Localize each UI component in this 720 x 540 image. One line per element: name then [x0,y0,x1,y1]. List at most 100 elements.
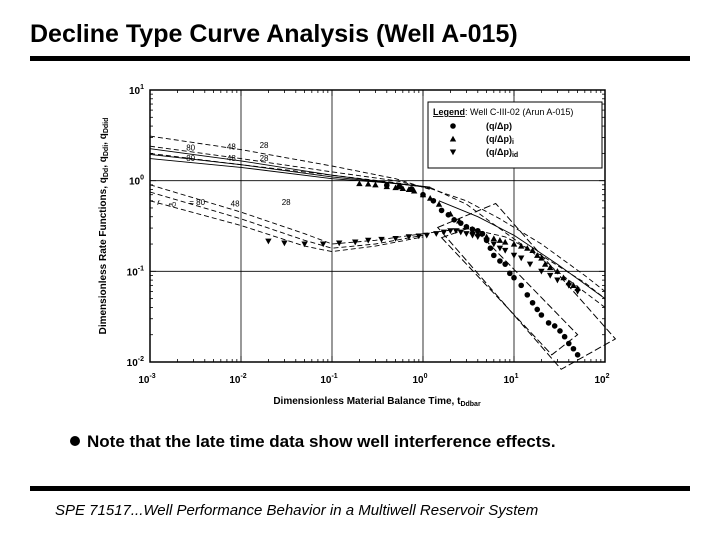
rate-curve-reD-48 [149,145,431,189]
data-point-triangle-down [265,238,272,245]
data-point-triangle-up [435,201,443,207]
data-point-circle [518,282,525,289]
data-point-circle [450,123,456,129]
data-point-triangle-down [301,241,308,248]
data-point-circle [487,245,494,251]
data-point-circle [551,323,558,329]
slide-title: Decline Type Curve Analysis (Well A-015) [30,20,518,48]
data-point-triangle-down [496,245,504,252]
data-point-triangle-down [336,240,343,247]
bullet-text: Note that the late time data show well i… [87,432,556,451]
data-point-triangle-up [501,238,509,245]
data-point-triangle-down [452,228,460,234]
data-point-triangle-up [447,210,454,217]
curve-label: 48 [227,154,236,163]
data-point-triangle-up [427,195,434,201]
x-tick-label: 101 [503,373,518,386]
y-tick-label: 100 [129,175,144,188]
footer-citation: SPE 71517...Well Performance Behavior in… [55,502,539,519]
data-point-circle [524,292,531,298]
legend-box: Legend: Well C-III-02 (Arun A-015) (q/Δp… [427,101,603,169]
x-tick-label: 10-1 [320,373,337,386]
data-point-triangle-down [415,233,423,240]
data-point-triangle-down [433,231,440,237]
data-point-triangle-down [574,288,581,295]
data-point-triangle-up [510,240,518,247]
data-point-triangle-down [463,231,470,237]
data-point-triangle-up [456,217,463,224]
x-tick-label: 10-2 [229,373,246,386]
data-point-triangle-down [423,232,430,239]
data-point-circle [570,345,577,352]
data-point-circle [502,261,508,267]
data-point-triangle-down [510,252,518,259]
data-point-triangle-down [392,235,399,242]
data-point-triangle-down [469,232,476,239]
x-tick-label: 10-3 [138,373,155,386]
data-point-triangle-up [372,181,379,188]
curve-label: 28 [260,141,269,150]
late-boundary-curve [438,200,606,299]
data-point-triangle-up [541,260,549,267]
bullet-note: Note that the late time data show well i… [70,432,556,452]
data-point-circle [545,320,552,326]
late-derivative-curve [422,227,606,299]
data-point-circle [557,328,563,334]
data-point-triangle-down [440,229,448,236]
data-point-triangle-down [538,268,545,275]
data-point-triangle-down [378,236,385,243]
data-point-triangle-up [529,247,536,253]
data-point-triangle-up [534,252,541,258]
data-point-triangle-up [392,184,399,191]
curve-label: r [157,198,160,207]
data-point-circle [491,252,497,259]
data-point-triangle-up [419,191,427,198]
data-point-triangle-up [554,268,561,274]
data-point-triangle-up [570,282,577,288]
data-point-triangle-down [281,240,288,247]
data-point-triangle-up [469,227,476,234]
y-tick-label: 10-2 [127,356,144,369]
data-point-triangle-down [526,261,534,268]
curve-label: eD [169,202,177,208]
data-point-triangle-down [490,241,498,248]
y-tick-label: 10-1 [127,265,144,278]
y-tick-label: 101 [129,84,144,97]
data-point-triangle-down [405,234,413,241]
data-point-triangle-down [449,149,457,156]
data-point-triangle-up [463,223,470,230]
data-point-circle [396,183,403,190]
data-point-triangle-up [410,187,418,194]
data-point-circle [479,230,486,237]
data-point-circle [561,333,568,340]
data-point-circle [565,340,572,347]
legend-entry-label: (q/Δp)i [486,134,514,146]
footer-divider [30,486,690,491]
data-point-circle [451,217,457,223]
axis-ticks: 10-3 10-2 10-1 100 101 102 10-2 10-1 100 101 [127,84,610,386]
curve-labels: 80 48 28 80 48 28 r eD = 80 48 28 [157,141,291,209]
data-point-circle [534,306,541,313]
data-point-triangle-down [565,282,572,289]
data-point-circle [497,258,503,264]
data-point-circle [438,207,445,214]
data-point-triangle-down [319,241,327,248]
data-point-triangle-up [560,274,567,281]
curve-label: 80 [186,154,195,163]
derivative-curve-reD-28 [149,200,424,253]
rate-curve-reD-28 [149,135,431,190]
data-point-triangle-up [538,254,545,261]
data-points [265,180,581,358]
data-point-triangle-down [447,228,454,234]
bullet-dot-icon [70,436,80,446]
data-point-triangle-up [518,242,525,249]
data-point-triangle-up [405,186,413,193]
curve-label: 28 [282,198,291,207]
y-axis-label: Dimensionless Rate Functions, qDd, qDdi,… [98,118,110,335]
decline-type-curve-chart: 10-3 10-2 10-1 100 101 102 10-2 10-1 100 101 80 48… [98,84,617,408]
late-rate-curve [430,187,606,308]
x-axis-label: Dimensionless Material Balance Time, tDd… [273,396,481,408]
title-divider [30,56,690,61]
data-point-triangle-up [496,237,504,243]
data-point-triangle-up [399,185,407,192]
